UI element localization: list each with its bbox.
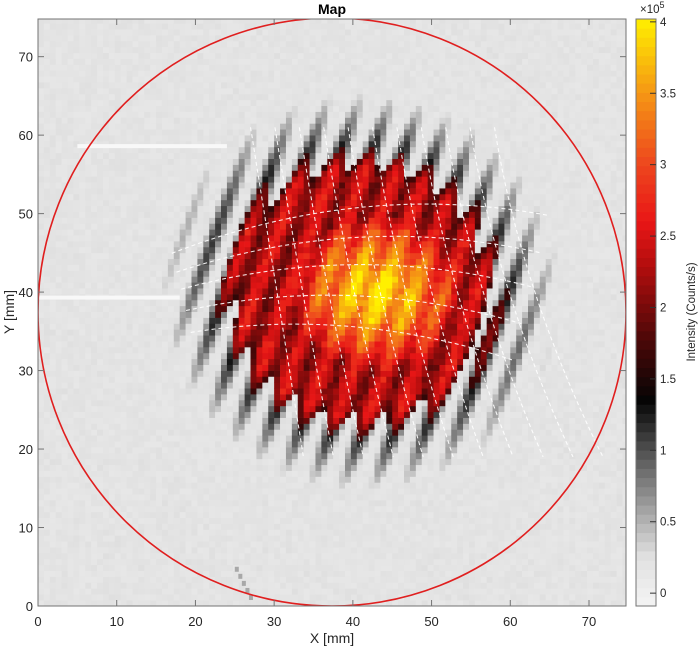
x-tick-label: 20 — [188, 614, 202, 629]
x-tick-label: 0 — [34, 614, 41, 629]
x-tick-label: 30 — [267, 614, 281, 629]
y-tick-label: 40 — [19, 285, 33, 300]
y-tick-label: 50 — [19, 207, 33, 222]
heatmap-cells — [38, 19, 626, 606]
y-tick-label: 0 — [26, 599, 33, 614]
colorbar-exponent: ×105 — [640, 0, 665, 16]
y-tick-label: 60 — [19, 128, 33, 143]
colorbar-frame — [635, 18, 657, 607]
white-streak-artifact — [77, 144, 227, 149]
colorbar-label: Intensity (Counts/s) — [686, 262, 698, 361]
colorbar-cells — [636, 19, 656, 607]
colorbar: 0 0.5 1 1.5 2 2.5 3 3.5 4 ×105 Intensity (Counts… — [635, 0, 698, 607]
x-axis-ticks: 0 10 20 30 40 50 60 70 — [34, 19, 596, 629]
x-axis-label: X [mm] — [310, 630, 354, 646]
y-axis-ticks: 0 10 20 30 40 50 60 70 — [19, 50, 626, 614]
colorbar-tick-label: 2.5 — [660, 231, 676, 243]
overlay-dashed-grid — [171, 127, 604, 458]
colorbar-tick-label: 0 — [660, 588, 666, 600]
y-tick-label: 20 — [19, 442, 33, 457]
axes-frame — [37, 18, 627, 607]
colorbar-tick-label: 1 — [660, 445, 666, 457]
x-tick-label: 10 — [109, 614, 123, 629]
x-tick-label: 70 — [582, 614, 596, 629]
chart-title: Map — [318, 1, 346, 17]
colorbar-tick-label: 1.5 — [660, 374, 676, 386]
white-streak-artifact — [38, 295, 180, 300]
colorbar-tick-label: 4 — [660, 17, 667, 29]
y-axis-label: Y [mm] — [1, 290, 17, 334]
colorbar-ticks: 0 0.5 1 1.5 2 2.5 3 3.5 4 — [650, 17, 676, 600]
y-tick-label: 30 — [19, 364, 33, 379]
x-tick-label: 50 — [424, 614, 438, 629]
y-tick-label: 70 — [19, 50, 33, 65]
x-tick-label: 60 — [503, 614, 517, 629]
y-tick-label: 10 — [19, 521, 33, 536]
x-tick-label: 40 — [346, 614, 360, 629]
plot-area: 0 10 20 30 40 50 60 70 0 10 20 30 40 50 60 70 — [19, 18, 627, 629]
colorbar-tick-label: 3.5 — [660, 88, 676, 100]
colorbar-tick-label: 2 — [660, 303, 666, 315]
colorbar-tick-label: 3 — [660, 160, 666, 172]
colorbar-tick-label: 0.5 — [660, 517, 676, 529]
